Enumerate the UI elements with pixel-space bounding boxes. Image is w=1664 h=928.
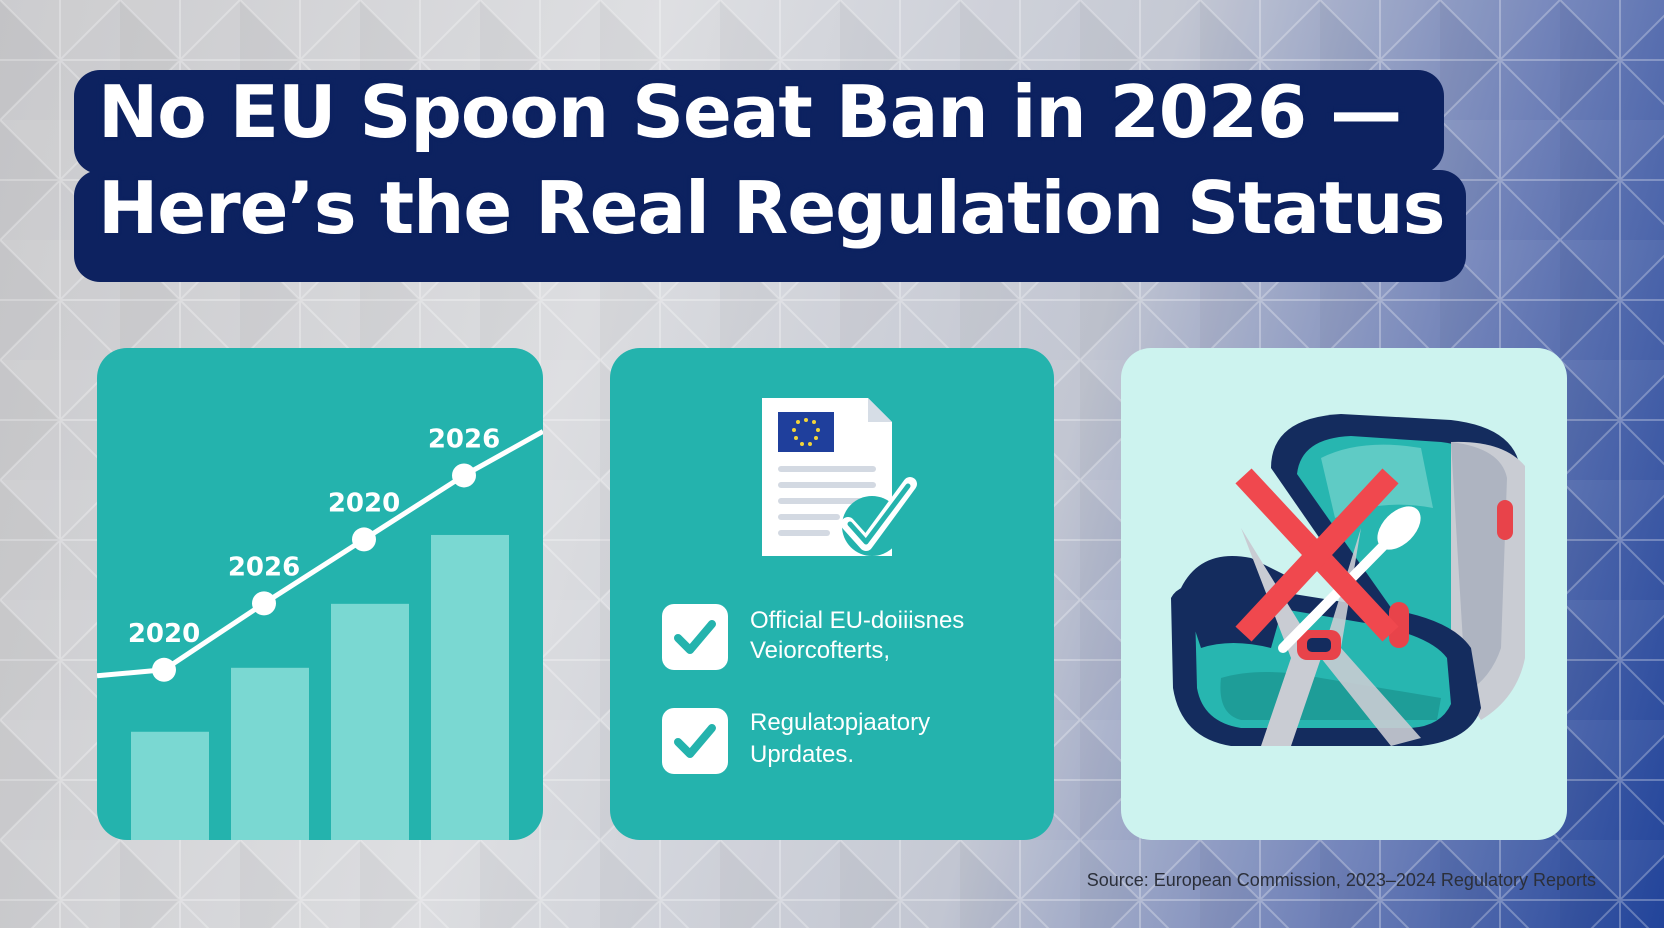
chart-bar [331,603,409,840]
title-band [74,70,1444,174]
eu-document-icon [762,398,917,556]
checkbox-checked-icon [662,708,728,774]
list-item-line-1: Regulatɔpjaatory [750,709,931,736]
chart-bar [231,667,309,840]
chart-point [352,527,376,552]
car-seat-card [1121,348,1567,840]
growth-chart-card: 2020 2026 2020 2026 [97,348,543,840]
page-title: No EU Spoon Seat Ban in 2026 — Here’s th… [70,64,1490,256]
chart-point-label: 2026 [228,552,300,582]
chart-point [252,591,276,616]
source-note: Source: European Commission, 2023–2024 R… [1086,870,1596,890]
chart-point [152,657,176,682]
documents-card: Official EU-doiiisnes Veiorcofterts, Reg… [610,348,1054,840]
chart-point [452,463,476,488]
title-line-2: Here’s the Real Regulation Status [98,166,1446,250]
list-item-line-1: Official EU-doiiisnes [750,607,965,634]
chart-bar [431,534,509,840]
list-item-line-2: Veiorcofterts, [750,637,891,664]
chart-point-label: 2026 [428,424,500,454]
chart-bar [131,731,209,840]
checkbox-checked-icon [662,604,728,670]
growth-chart: 2020 2026 2020 2026 [97,424,543,840]
list-item-line-2: Uprdates. [750,741,855,768]
title-line-1: No EU Spoon Seat Ban in 2026 — [98,70,1402,154]
car-seat-with-spoon-crossed-out-icon [1171,414,1525,746]
chart-point-label: 2020 [128,619,200,649]
chart-point-label: 2020 [328,488,400,518]
title-band-lower [74,170,1466,282]
